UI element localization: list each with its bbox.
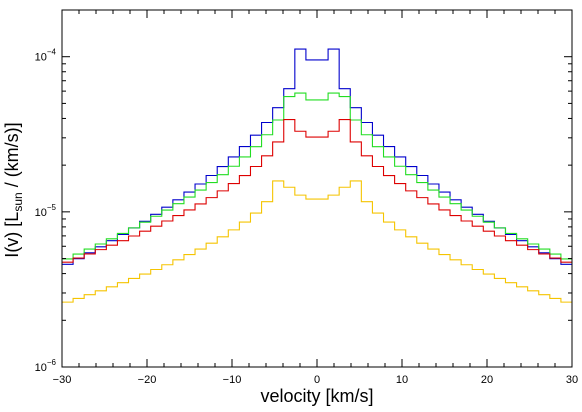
series-line-1	[62, 48, 572, 265]
y-axis-label-prefix: I(v) [L	[2, 212, 22, 258]
series-line-3	[62, 119, 572, 263]
series-line-2	[62, 92, 572, 260]
series-layer	[62, 48, 572, 303]
x-tick-label: 0	[314, 374, 320, 386]
x-tick-label: −20	[138, 374, 157, 386]
y-tick-exponent: −6	[47, 358, 57, 367]
y-axis-label: I(v) [Lsun / (km/s)]	[2, 122, 25, 257]
y-tick-mantissa: 10	[35, 362, 47, 374]
y-tick-label: 10−4	[35, 48, 57, 64]
y-axis-label-suffix: / (km/s)]	[2, 122, 22, 192]
y-tick-mantissa: 10	[35, 207, 47, 219]
x-tick-label: 10	[396, 374, 408, 386]
series-line-4	[62, 180, 572, 303]
x-tick-label: −10	[223, 374, 242, 386]
x-tick-label: 30	[566, 374, 578, 386]
x-axis-label: velocity [km/s]	[260, 386, 373, 406]
y-tick-mantissa: 10	[35, 52, 47, 64]
y-axis-label-subscript: sun	[11, 192, 25, 211]
y-tick-exponent: −4	[47, 48, 57, 57]
x-tick-label: −30	[53, 374, 72, 386]
y-tick-exponent: −5	[47, 203, 57, 212]
plot-frame	[61, 9, 573, 368]
y-tick-label: 10−5	[35, 203, 57, 219]
y-tick-label: 10−6	[35, 358, 57, 374]
x-tick-label: 20	[481, 374, 493, 386]
